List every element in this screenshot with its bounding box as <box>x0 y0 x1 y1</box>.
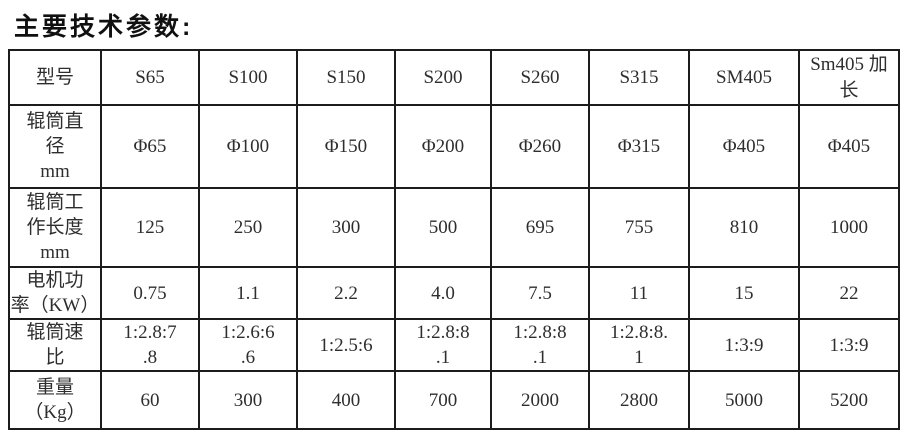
value-cell: Φ315 <box>588 104 690 189</box>
column-header-cell: S315 <box>588 49 690 106</box>
value-cell: 1:2.6:6 .6 <box>198 318 298 373</box>
value-cell: Φ150 <box>296 104 396 189</box>
column-header-cell: S150 <box>296 49 396 106</box>
model-header-cell: 型号 <box>8 49 102 106</box>
value-cell: 1000 <box>798 187 900 268</box>
value-cell: 1:2.8:8. 1 <box>588 318 690 373</box>
table-row: 电机功 率（KW） 0.75 1.1 2.2 4.0 7.5 11 15 22 <box>8 265 900 321</box>
column-header-cell: SM405 <box>688 49 800 106</box>
table-row: 辊筒直 径 mm Φ65 Φ100 Φ150 Φ200 Φ260 Φ315 Φ405 Φ405 <box>8 104 900 189</box>
value-cell: 700 <box>394 370 492 431</box>
value-cell: 1:2.8:8 .1 <box>394 318 492 373</box>
value-cell: 1:2.8:7 .8 <box>100 318 200 373</box>
value-cell: 810 <box>688 187 800 268</box>
page-title: 主要技术参数: <box>14 13 194 41</box>
table-row: 辊筒速 比 1:2.8:7 .8 1:2.6:6 .6 1:2.5:6 1:2.8:8 … <box>8 318 900 373</box>
column-header-cell: S200 <box>394 49 492 106</box>
table-row: 辊筒工 作长度 mm 125 250 300 500 695 755 810 1000 <box>8 187 900 268</box>
value-cell: 2.2 <box>296 265 396 321</box>
value-cell: Φ65 <box>100 104 200 189</box>
value-cell: 125 <box>100 187 200 268</box>
value-cell: 1:3:9 <box>798 318 900 373</box>
row-label: 辊筒工 作长度 mm <box>8 187 102 268</box>
value-cell: Φ200 <box>394 104 492 189</box>
value-cell: 22 <box>798 265 900 321</box>
value-cell: Φ260 <box>490 104 590 189</box>
value-cell: Φ405 <box>798 104 900 189</box>
column-header-cell: S65 <box>100 49 200 106</box>
row-label: 电机功 率（KW） <box>8 265 102 321</box>
row-label: 辊筒速 比 <box>8 318 102 373</box>
value-cell: 500 <box>394 187 492 268</box>
value-cell: 15 <box>688 265 800 321</box>
value-cell: 1:2.8:8 .1 <box>490 318 590 373</box>
column-header-cell: Sm405 加 长 <box>798 49 900 106</box>
value-cell: 7.5 <box>490 265 590 321</box>
value-cell: 300 <box>296 187 396 268</box>
table-row: 重量 （Kg） 60 300 400 700 2000 2800 5000 5200 <box>8 370 900 431</box>
value-cell: 2800 <box>588 370 690 431</box>
value-cell: 755 <box>588 187 690 268</box>
page: 主要技术参数: 型号 S65 S100 S150 S200 S260 S315 SM405 Sm… <box>0 7 900 431</box>
value-cell: Φ100 <box>198 104 298 189</box>
value-cell: 4.0 <box>394 265 492 321</box>
row-label: 重量 （Kg） <box>8 370 102 431</box>
value-cell: 11 <box>588 265 690 321</box>
spec-table: 型号 S65 S100 S150 S200 S260 S315 SM405 Sm405 加 长 … <box>8 49 900 431</box>
value-cell: 1:3:9 <box>688 318 800 373</box>
value-cell: 0.75 <box>100 265 200 321</box>
value-cell: 5200 <box>798 370 900 431</box>
row-label: 辊筒直 径 mm <box>8 104 102 189</box>
value-cell: 695 <box>490 187 590 268</box>
value-cell: 2000 <box>490 370 590 431</box>
table-header: 型号 S65 S100 S150 S200 S260 S315 SM405 Sm405 加 长 <box>8 49 900 106</box>
value-cell: 60 <box>100 370 200 431</box>
value-cell: 400 <box>296 370 396 431</box>
table-body: 辊筒直 径 mm Φ65 Φ100 Φ150 Φ200 Φ260 Φ315 Φ405 Φ405 辊… <box>8 104 900 431</box>
column-header-cell: S260 <box>490 49 590 106</box>
value-cell: 250 <box>198 187 298 268</box>
value-cell: 1:2.5:6 <box>296 318 396 373</box>
value-cell: 300 <box>198 370 298 431</box>
value-cell: 1.1 <box>198 265 298 321</box>
value-cell: Φ405 <box>688 104 800 189</box>
value-cell: 5000 <box>688 370 800 431</box>
column-header-cell: S100 <box>198 49 298 106</box>
header-row: 型号 S65 S100 S150 S200 S260 S315 SM405 Sm405 加 长 <box>8 49 900 106</box>
